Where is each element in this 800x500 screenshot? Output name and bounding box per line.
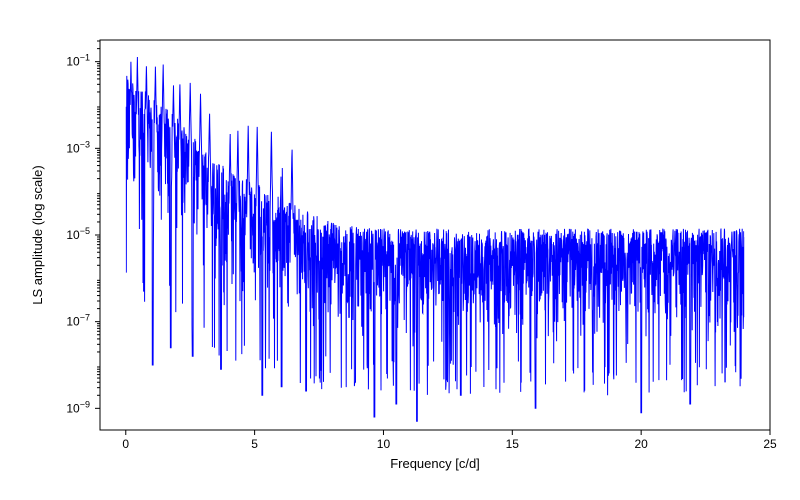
x-tick-label: 0	[122, 437, 129, 451]
x-tick-label: 25	[763, 437, 777, 451]
periodogram-chart: 051015202510−910−710−510−310−1 Frequency…	[0, 0, 800, 500]
x-tick-label: 5	[251, 437, 258, 451]
chart-svg: 051015202510−910−710−510−310−1 Frequency…	[0, 0, 800, 500]
x-tick-label: 15	[506, 437, 520, 451]
x-axis-label: Frequency [c/d]	[390, 456, 480, 471]
x-tick-label: 20	[634, 437, 648, 451]
x-tick-label: 10	[377, 437, 391, 451]
y-axis-label: LS amplitude (log scale)	[30, 165, 45, 304]
